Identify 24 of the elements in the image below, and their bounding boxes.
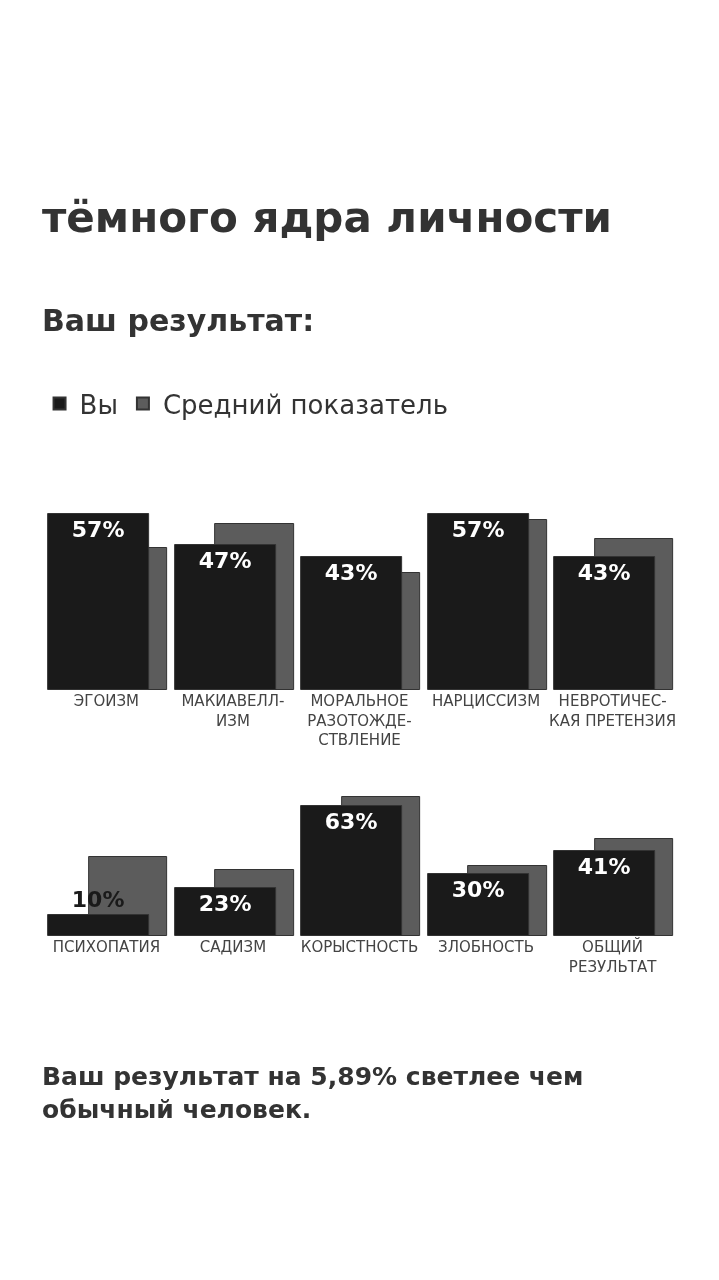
chart-title: тёмного ядра личности	[42, 193, 612, 242]
data-label: 47%	[198, 547, 252, 573]
x-tick-label: САДИЗМ	[199, 938, 267, 956]
x-tick-label: ПСИХОПАТИЯ	[52, 938, 161, 956]
data-label: 43%	[324, 559, 378, 585]
x-tick-label: МОРАЛЬНОЕ РАЗОТОЖДЕ- СТВЛЕНИЕ	[307, 692, 412, 749]
data-label: 57%	[71, 516, 125, 542]
text: Ваш результат на 5,89% светлее чем обычный человек.	[42, 1062, 584, 1124]
x-tick-label: НАРЦИССИЗМ	[431, 692, 541, 710]
data-label: 43%	[577, 559, 631, 585]
x-tick-label: НЕВРОТИЧЕС- КАЯ ПРЕТЕНЗИЯ	[549, 692, 677, 730]
chart-subtitle: Ваш результат:	[42, 303, 315, 338]
x-tick-label: ОБЩИЙ РЕЗУЛЬТАТ	[568, 937, 658, 976]
data-label: 23%	[198, 890, 252, 916]
x-tick-label: МАКИАВЕЛЛ- ИЗМ	[181, 692, 285, 730]
data-label: 63%	[324, 808, 378, 834]
data-label: 30%	[451, 876, 505, 902]
data-label: 57%	[451, 516, 505, 542]
legend-label: Вы	[79, 389, 118, 420]
x-tick-label: ЗЛОБНОСТЬ	[438, 938, 535, 956]
x-tick-label: ЭГОИЗМ	[73, 692, 140, 710]
x-tick-label: КОРЫСТНОСТЬ	[300, 938, 419, 956]
data-label: 41%	[577, 853, 631, 879]
legend-label: Средний показатель	[162, 389, 448, 420]
